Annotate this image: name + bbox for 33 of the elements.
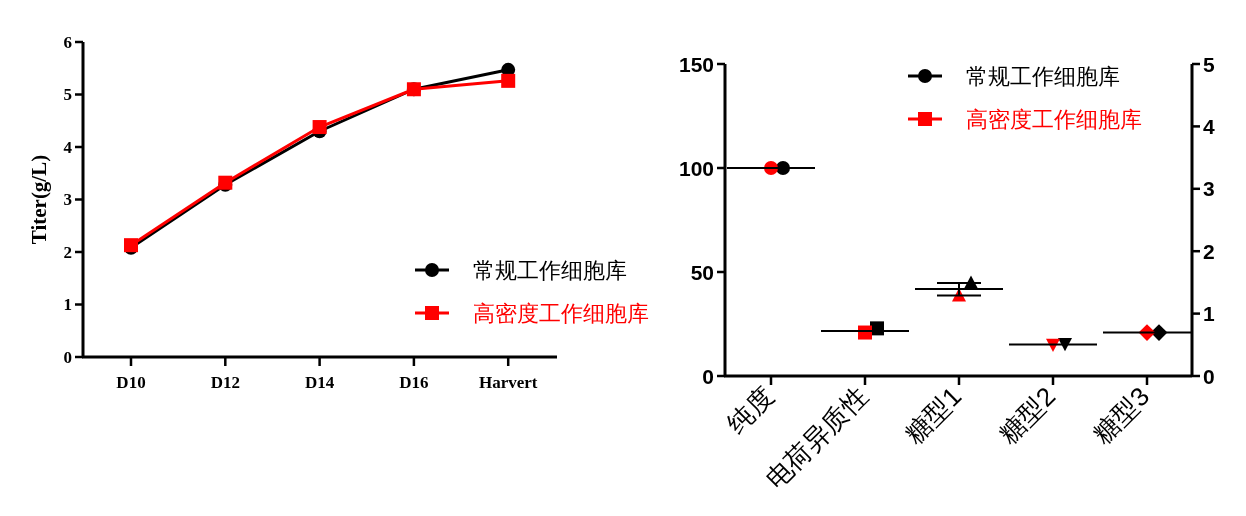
y-tick-label: 150 (678, 52, 714, 76)
y2-tick-label: 0 (1203, 364, 1215, 388)
y2-tick-label: 1 (1203, 302, 1215, 326)
y2-tick-label: 5 (1203, 52, 1215, 76)
point (501, 73, 516, 88)
x-tick-label: D12 (210, 373, 240, 392)
x-tick-label: D16 (399, 373, 429, 392)
y-tick-label: 1 (63, 295, 72, 314)
y-tick-label: 0 (63, 347, 72, 367)
y-tick-label: 50 (690, 260, 714, 284)
x-tick-label: Harvert (478, 373, 538, 392)
x-tick-label: 糖型3 (1087, 381, 1156, 450)
y-tick-label: 5 (63, 85, 72, 104)
point (312, 120, 327, 135)
legend-label: 常规工作细胞库 (966, 63, 1120, 89)
y2-tick-label: 3 (1203, 177, 1215, 201)
legend-label: 高密度工作细胞库 (473, 300, 649, 326)
y-tick-label: 100 (678, 156, 714, 180)
legend-label: 常规工作细胞库 (473, 257, 627, 283)
x-tick-label: 纯度 (721, 381, 780, 440)
x-tick-label: D14 (304, 373, 335, 392)
y-tick-label: 2 (63, 242, 72, 262)
y-tick-label: 4 (63, 137, 73, 157)
x-tick-label: D10 (116, 373, 146, 392)
x-tick-label: 糖型1 (899, 381, 968, 450)
y-axis-title: Titer(g/L) (27, 154, 51, 245)
y2-tick-label: 2 (1203, 239, 1215, 263)
y2-tick-label: 4 (1203, 114, 1215, 138)
legend-label: 高密度工作细胞库 (966, 106, 1142, 132)
y-tick-label: 3 (63, 190, 72, 209)
y-tick-label: 0 (702, 364, 714, 388)
x-tick-label: 糖型2 (993, 381, 1062, 450)
y-tick-label: 6 (63, 32, 72, 52)
